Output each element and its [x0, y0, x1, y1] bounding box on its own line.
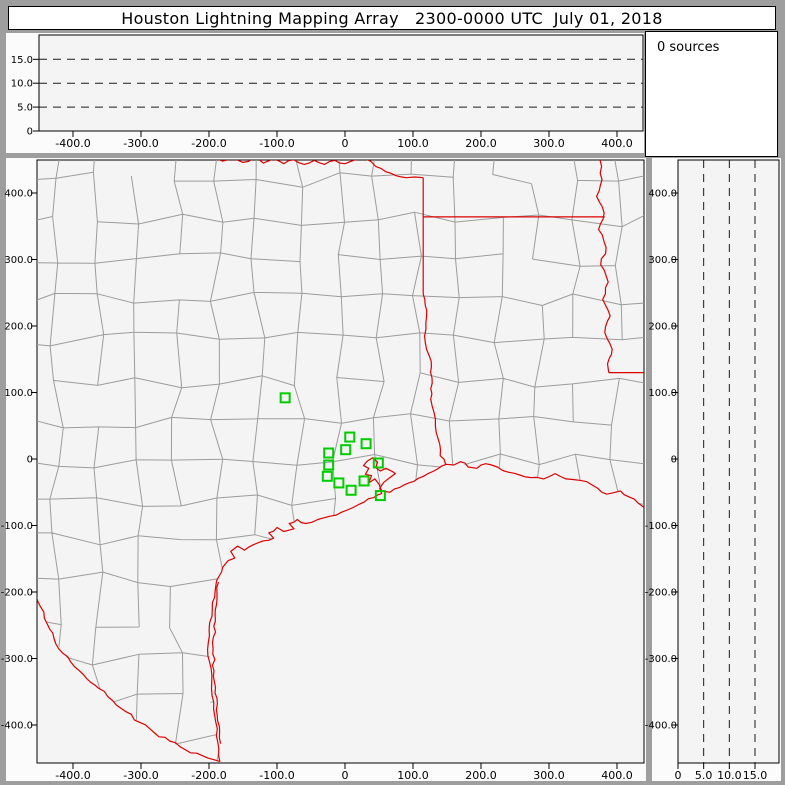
sources-count-label: 0 sources — [657, 40, 720, 55]
x-tick-label: 300.0 — [533, 769, 565, 782]
x-tick-label: -100.0 — [259, 769, 294, 782]
alt-ns-panel: 400.0 300.0 200.0 100.0 0 -100.0 -200.0 -300.0 -… — [645, 158, 781, 782]
x-tick-label: -200.0 — [191, 769, 226, 782]
map-panel: 400.0 300.0 200.0 100.0 0 -100.0 -200.0 -300.0 -… — [1, 158, 646, 782]
y-tick-label: -100.0 — [1, 521, 33, 532]
y-tick-label: -100.0 — [645, 521, 677, 532]
alt-ew-panel: 0 5.0 10.0 15.0 -400.0 -300.0 -200.0 -100.0 0 100… — [6, 33, 644, 153]
y-tick-label: 200.0 — [4, 322, 33, 333]
state-border-mississippi-river — [596, 160, 613, 373]
lma-station-marker — [333, 477, 345, 489]
y-tick-label: 0 — [27, 127, 33, 138]
y-tick-label: 300.0 — [648, 255, 677, 266]
state-border-padre-island — [211, 581, 222, 744]
x-tick-label: 400.0 — [601, 769, 633, 782]
x-tick-label: 100.0 — [397, 769, 429, 782]
x-tick-label: 100.0 — [397, 137, 429, 150]
lma-station-marker — [279, 392, 291, 404]
x-tick-label: 15.0 — [743, 769, 768, 782]
y-tick-label: 100.0 — [648, 388, 677, 399]
x-tick-label: 200.0 — [465, 137, 497, 150]
lma-station-marker — [323, 447, 335, 459]
x-tick-label: -400.0 — [55, 137, 90, 150]
sources-panel: 0 sources — [645, 31, 778, 157]
lma-station-marker — [344, 431, 356, 443]
y-tick-label: -300.0 — [645, 654, 677, 665]
lma-station-marker — [345, 484, 357, 496]
x-tick-label: 200.0 — [465, 769, 497, 782]
alt-ns-plot-area[interactable] — [677, 159, 780, 764]
state-border-red-river-tx-ok — [218, 160, 424, 179]
y-tick-label: -200.0 — [645, 588, 677, 599]
lma-station-marker — [374, 490, 386, 502]
x-tick-label: 0 — [342, 769, 349, 782]
y-tick-label: 400.0 — [4, 189, 33, 200]
y-tick-label: 400.0 — [648, 189, 677, 200]
lma-station-marker — [358, 475, 370, 487]
lma-station-marker — [372, 457, 384, 469]
x-tick-label: 10.0 — [717, 769, 742, 782]
lma-station-marker — [340, 444, 352, 456]
x-tick-label: -300.0 — [123, 137, 158, 150]
x-tick-label: 400.0 — [601, 137, 633, 150]
y-tick-label: 10.0 — [11, 79, 33, 90]
y-tick-label: 0 — [27, 455, 33, 466]
y-tick-label: 15.0 — [11, 55, 33, 66]
y-tick-label: -400.0 — [1, 721, 33, 732]
x-tick-label: -400.0 — [55, 769, 90, 782]
x-tick-label: -100.0 — [259, 137, 294, 150]
state-border-gulf-coastline — [207, 457, 644, 762]
lma-station-marker — [323, 459, 335, 471]
state-border-sabine-tx-la-border — [422, 293, 447, 465]
y-tick-label: 300.0 — [4, 255, 33, 266]
x-tick-label: 5.0 — [695, 769, 713, 782]
y-tick-label: 200.0 — [648, 322, 677, 333]
x-tick-label: 0 — [342, 137, 349, 150]
x-tick-label: -300.0 — [123, 769, 158, 782]
window-title: Houston Lightning Mapping Array 2300-000… — [121, 8, 663, 28]
y-tick-label: -200.0 — [1, 588, 33, 599]
state-border-rio-grande — [37, 596, 221, 763]
y-tick-label: 100.0 — [4, 388, 33, 399]
y-tick-label: 0 — [671, 455, 677, 466]
y-tick-label: -400.0 — [645, 721, 677, 732]
lma-station-marker — [360, 438, 372, 450]
x-tick-label: -200.0 — [191, 137, 226, 150]
y-tick-label: 5.0 — [17, 103, 33, 114]
y-tick-label: -300.0 — [1, 654, 33, 665]
lma-station-marker — [321, 470, 333, 482]
title-bar: Houston Lightning Mapping Array 2300-000… — [8, 6, 776, 30]
x-tick-label: 300.0 — [533, 137, 565, 150]
x-tick-label: 0 — [675, 769, 682, 782]
